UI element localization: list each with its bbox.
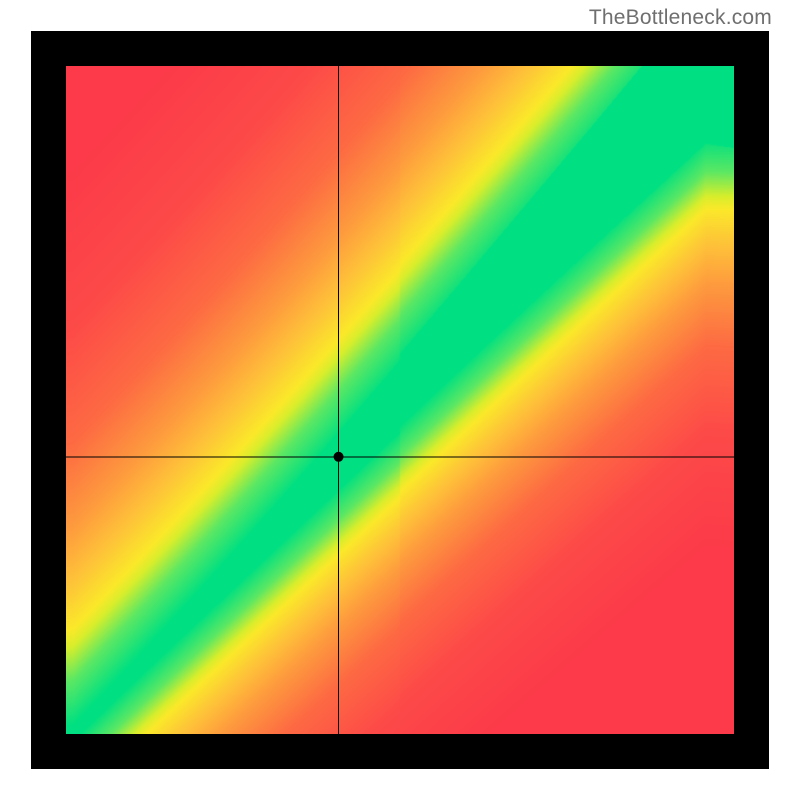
chart-frame bbox=[31, 31, 769, 769]
crosshair-marker bbox=[334, 452, 344, 462]
watermark-text: TheBottleneck.com bbox=[589, 6, 772, 30]
overlay-svg bbox=[66, 66, 734, 734]
crosshair bbox=[66, 66, 734, 734]
heatmap-plot bbox=[66, 66, 734, 734]
